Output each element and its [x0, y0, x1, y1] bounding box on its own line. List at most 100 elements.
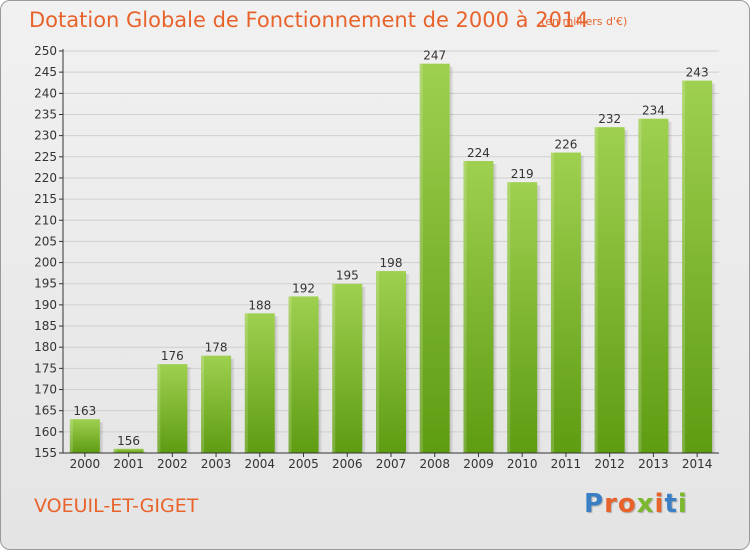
- data-label: 234: [642, 104, 665, 118]
- y-tick-label: 195: [34, 277, 57, 291]
- y-tick-label: 170: [34, 383, 57, 397]
- x-tick-label: 2003: [201, 457, 232, 471]
- bar-2001: [113, 448, 144, 453]
- bar-2014: [682, 80, 713, 453]
- y-tick-label: 175: [34, 361, 57, 375]
- bars: [69, 63, 717, 454]
- x-tick-label: 2013: [638, 457, 669, 471]
- bar-highlight: [69, 419, 73, 453]
- x-tick-label: 2002: [157, 457, 188, 471]
- bar-shadow: [143, 451, 148, 453]
- bar-highlight: [507, 182, 511, 453]
- data-label: 198: [380, 256, 403, 270]
- bar-shadow: [580, 155, 585, 453]
- x-tick-label: 2008: [419, 457, 450, 471]
- bar-highlight: [288, 296, 292, 453]
- x-tick-label: 2011: [551, 457, 582, 471]
- y-tick-label: 160: [34, 425, 57, 439]
- logo-letter: o: [617, 489, 637, 519]
- data-label: 243: [686, 66, 709, 80]
- y-tick-label: 245: [34, 65, 57, 79]
- proxiti-logo[interactable]: Proxiti: [584, 489, 688, 519]
- x-tick-label: 2004: [245, 457, 276, 471]
- bar-2013: [638, 118, 669, 453]
- bar-shadow: [231, 358, 236, 453]
- bar-2009: [463, 161, 494, 453]
- x-tick-label: 2009: [463, 457, 494, 471]
- bar-shadow: [362, 286, 367, 453]
- y-tick-label: 215: [34, 192, 57, 206]
- bar-shadow: [99, 422, 104, 453]
- bar-shadow: [712, 83, 717, 453]
- chart-subtitle: (en milliers d'€): [541, 15, 628, 28]
- bar-highlight: [113, 448, 117, 453]
- data-label: 188: [248, 298, 271, 312]
- bar-shadow: [449, 66, 454, 454]
- bar-shadow: [318, 299, 323, 453]
- bar-shadow: [493, 164, 498, 453]
- x-tick-label: 2007: [376, 457, 407, 471]
- y-tick-label: 230: [34, 129, 57, 143]
- bar-shadow: [537, 185, 542, 453]
- x-tick-label: 2014: [682, 457, 713, 471]
- data-label: 247: [423, 49, 446, 63]
- y-tick-label: 200: [34, 256, 57, 270]
- bar-2010: [507, 182, 538, 453]
- data-label: 192: [292, 281, 315, 295]
- bar-2000: [69, 419, 100, 453]
- logo-letter: i: [677, 489, 688, 519]
- y-tick-label: 155: [34, 446, 57, 460]
- axes: 155 160 165 170 175 180 185 190 195 200 205 210 215 2…: [34, 44, 719, 471]
- chart-title: Dotation Globale de Fonctionnement de 20…: [29, 8, 589, 32]
- bar-shadow: [624, 130, 629, 453]
- bar-highlight: [419, 63, 423, 454]
- data-label: 195: [336, 269, 359, 283]
- logo-letter: r: [604, 489, 618, 519]
- bar-2004: [244, 313, 275, 453]
- y-tick-label: 235: [34, 107, 57, 121]
- bar-shadow: [187, 367, 192, 453]
- x-tick-label: 2010: [507, 457, 538, 471]
- bar-highlight: [376, 271, 379, 453]
- x-tick-label: 2000: [70, 457, 101, 471]
- y-tick-label: 240: [34, 86, 57, 100]
- bar-2008: [419, 63, 450, 454]
- data-label: 156: [117, 434, 140, 448]
- bar-highlight: [463, 161, 467, 453]
- bar-shadow: [668, 121, 673, 453]
- logo-letter: P: [584, 489, 605, 519]
- logo-letter: t: [664, 489, 678, 519]
- logo-letter: x: [636, 489, 655, 519]
- bar-highlight: [244, 313, 248, 453]
- bar-2005: [288, 296, 319, 453]
- bar-highlight: [550, 152, 554, 453]
- data-label: 232: [598, 112, 621, 126]
- y-tick-label: 180: [34, 340, 57, 354]
- data-labels: 163 156 176 178 188 192 195 198 247 224 219 226 232 2…: [73, 49, 708, 448]
- y-tick-label: 220: [34, 171, 57, 185]
- data-label: 176: [161, 349, 184, 363]
- bar-highlight: [332, 283, 336, 453]
- y-tick-label: 210: [34, 213, 57, 227]
- data-label: 219: [511, 167, 534, 181]
- commune-name: VOEUIL-ET-GIGET: [34, 495, 199, 517]
- data-label: 163: [73, 404, 96, 418]
- bar-highlight: [682, 80, 686, 453]
- x-tick-label: 2012: [594, 457, 625, 471]
- y-tick-label: 185: [34, 319, 57, 333]
- bar-2011: [550, 152, 581, 453]
- bar-2002: [157, 364, 188, 453]
- x-tick-label: 2006: [332, 457, 363, 471]
- logo-letter: i: [654, 489, 665, 519]
- x-tick-label: 2001: [113, 457, 144, 471]
- bar-2003: [201, 355, 232, 453]
- bar-highlight: [594, 127, 598, 453]
- y-tick-label: 250: [34, 44, 57, 58]
- bar-2006: [332, 283, 363, 453]
- bar-highlight: [638, 118, 642, 453]
- bar-2007: [376, 271, 406, 453]
- bar-highlight: [201, 355, 205, 453]
- y-tick-label: 165: [34, 404, 57, 418]
